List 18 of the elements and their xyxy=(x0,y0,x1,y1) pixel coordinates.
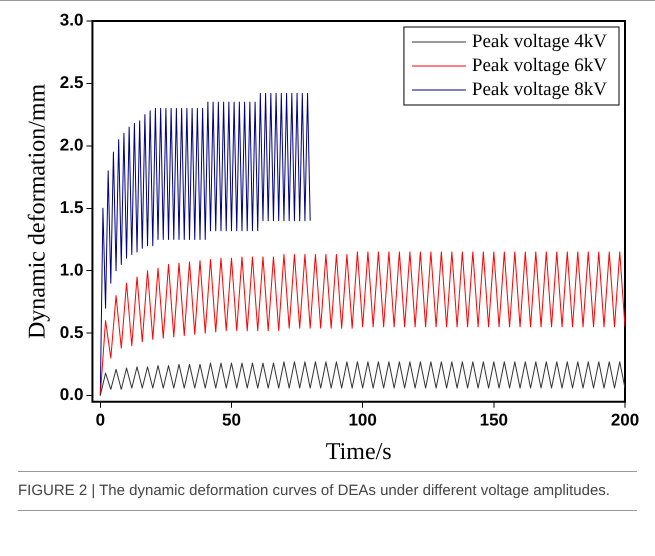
x-tick-label: 200 xyxy=(610,410,640,430)
y-tick-label: 0.0 xyxy=(60,385,84,404)
x-tick-label: 100 xyxy=(348,410,377,430)
legend-label: Peak voltage 4kV xyxy=(472,30,608,52)
y-axis-title: Dynamic deformation/mm xyxy=(24,83,51,340)
y-tick-label: 1.0 xyxy=(60,260,84,280)
legend-label: Peak voltage 6kV xyxy=(472,54,608,76)
x-tick-label: 150 xyxy=(480,410,508,430)
y-tick-label: 2.0 xyxy=(60,136,84,155)
y-tick-label: 3.0 xyxy=(60,10,84,30)
x-tick-label: 0 xyxy=(96,410,106,430)
y-tick-label: 1.5 xyxy=(60,198,84,217)
x-tick-label: 50 xyxy=(222,410,241,430)
x-axis-title: Time/s xyxy=(326,438,392,465)
y-tick-label: 2.5 xyxy=(60,73,84,92)
y-tick-label: 0.5 xyxy=(60,322,84,342)
caption: FIGURE 2 | The dynamic deformation curves of DEAs under different voltage amplitudes. xyxy=(18,471,637,511)
legend-label: Peak voltage 8kV xyxy=(472,78,608,100)
